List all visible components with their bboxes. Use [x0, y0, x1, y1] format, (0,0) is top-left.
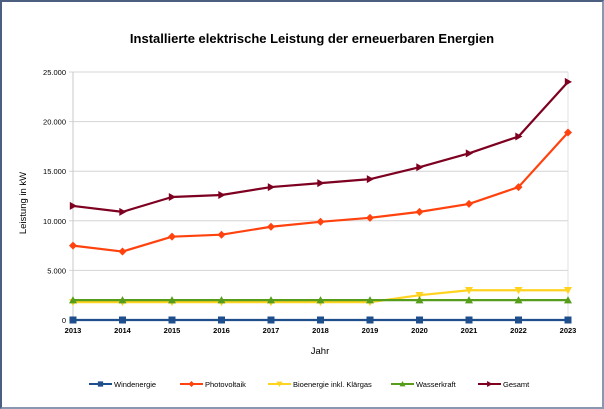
y-tick-label: 0 [62, 316, 66, 325]
legend-marker [276, 381, 283, 387]
series-wasserkraft [69, 296, 572, 304]
data-point [118, 296, 127, 304]
data-point [316, 217, 325, 226]
data-point [119, 207, 127, 216]
data-point [267, 183, 275, 192]
y-tick-label: 5.000 [47, 266, 66, 275]
x-tick-label: 2021 [461, 326, 478, 335]
data-point [415, 292, 424, 300]
data-point [465, 316, 473, 324]
data-point [218, 316, 225, 324]
data-point [564, 316, 572, 324]
data-point [168, 232, 176, 241]
data-point [564, 287, 572, 295]
data-point [465, 199, 473, 208]
x-tick-label: 2022 [510, 326, 527, 335]
series-photovoltaik [69, 128, 572, 256]
data-point [366, 296, 374, 304]
data-point [564, 128, 572, 137]
legend-label: Wasserkraft [416, 380, 457, 389]
x-tick-label: 2019 [362, 326, 379, 335]
data-point [267, 316, 275, 324]
y-tick-label: 20.000 [43, 118, 66, 127]
x-axis-label: Jahr [311, 346, 329, 357]
data-point [69, 201, 77, 210]
x-axis-ticks: 2013 2014 2015 2016 2017 2018 2019 2020 2021 2022… [65, 326, 577, 335]
x-tick-label: 2017 [263, 326, 280, 335]
series-windenergie [69, 316, 572, 324]
x-tick-label: 2016 [213, 326, 230, 335]
legend-marker [487, 381, 493, 387]
data-point [316, 296, 325, 304]
data-point [267, 222, 275, 231]
data-point [465, 287, 473, 295]
data-point [168, 192, 176, 201]
data-point [465, 296, 473, 304]
data-point [118, 247, 127, 256]
data-point [515, 132, 523, 141]
data-point [514, 287, 523, 295]
y-tick-label: 15.000 [43, 167, 66, 176]
data-point [217, 296, 226, 304]
legend-item: Bioenergie inkl. Klärgas [268, 380, 372, 389]
data-point [366, 175, 374, 184]
x-tick-label: 2020 [411, 326, 428, 335]
legend-marker [97, 381, 104, 387]
series-group [69, 77, 572, 324]
series-gesamt [69, 77, 572, 216]
data-point [69, 241, 77, 250]
data-point [119, 316, 126, 324]
data-point [514, 296, 523, 304]
data-point [267, 296, 275, 304]
data-point [416, 316, 423, 324]
data-point [416, 163, 424, 172]
data-point [514, 183, 523, 192]
data-point [366, 316, 374, 324]
x-tick-label: 2018 [312, 326, 329, 335]
x-tick-label: 2014 [114, 326, 132, 335]
y-tick-label: 10.000 [43, 217, 66, 226]
data-point [415, 296, 424, 304]
legend-item: Wasserkraft [391, 380, 457, 389]
data-point [69, 296, 77, 304]
legend-marker [188, 381, 195, 387]
data-point [317, 316, 324, 324]
legend: Windenergie Photovoltaik Bioenergie inkl. … [89, 380, 530, 389]
data-point [217, 230, 226, 239]
data-point [515, 316, 522, 324]
legend-label: Photovoltaik [205, 380, 246, 389]
y-tick-label: 25.000 [43, 68, 66, 77]
legend-label: Bioenergie inkl. Klärgas [293, 380, 372, 389]
legend-label: Gesamt [503, 380, 530, 389]
y-axis-ticks: 0 5.000 10.000 15.000 20.000 25.000 [43, 68, 66, 325]
series-line [72, 81, 569, 213]
legend-item: Windenergie [89, 380, 156, 389]
legend-item: Gesamt [478, 380, 530, 389]
data-point [564, 296, 572, 304]
legend-item: Photovoltaik [180, 380, 246, 389]
x-tick-label: 2013 [65, 326, 82, 335]
data-point [69, 316, 77, 324]
data-point [465, 149, 473, 158]
data-point [317, 179, 325, 188]
data-point [366, 213, 374, 222]
data-point [415, 207, 424, 216]
data-point [168, 296, 176, 304]
data-point [168, 316, 176, 324]
legend-marker [399, 381, 406, 387]
data-point [564, 77, 572, 86]
chart-title: Installierte elektrische Leistung der er… [130, 31, 494, 46]
data-point [218, 191, 226, 200]
y-axis-label: Leistung in kW [18, 172, 29, 234]
legend-label: Windenergie [114, 380, 156, 389]
x-tick-label: 2023 [560, 326, 577, 335]
x-tick-label: 2015 [164, 326, 181, 335]
series-line [72, 131, 569, 253]
